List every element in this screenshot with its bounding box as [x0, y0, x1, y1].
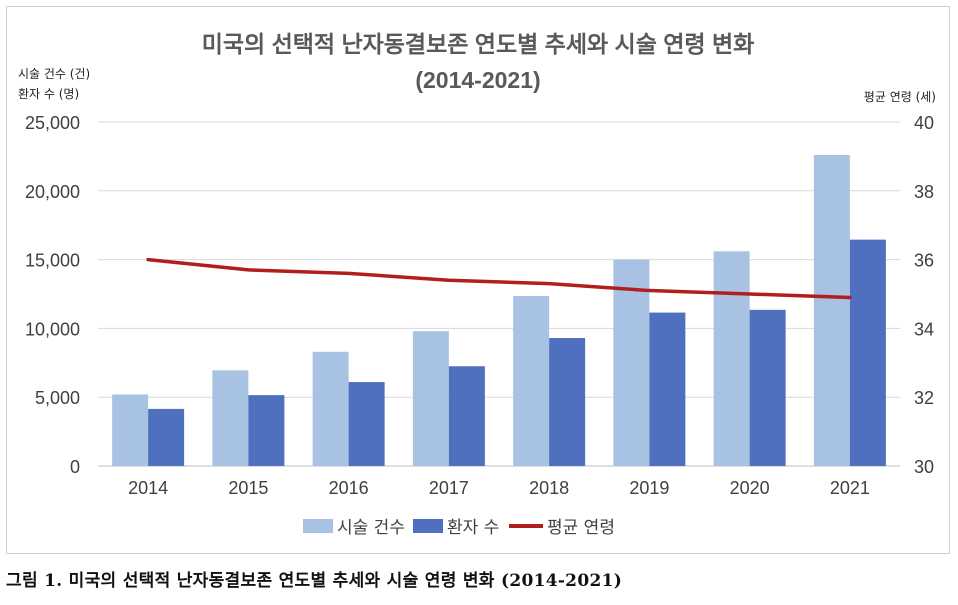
bar-patients	[448, 366, 485, 466]
x-tick-label: 2017	[429, 478, 469, 498]
bar-patients	[849, 239, 886, 466]
y-axis-left-label-line2: 환자 수 (명)	[18, 87, 79, 101]
chart: 미국의 선택적 난자동결보존 연도별 추세와 시술 연령 변화 (2014-20…	[18, 31, 936, 538]
average-age-line	[146, 257, 852, 300]
x-tick-label: 2019	[629, 478, 669, 498]
average-age-line-series	[146, 257, 852, 300]
y-axis-left-label-line1: 시술 건수 (건)	[18, 67, 90, 81]
y-left-tick-label: 5,000	[35, 388, 80, 408]
y-right-tick-label: 38	[914, 182, 934, 202]
bar-patients	[248, 395, 285, 466]
bar-patients	[549, 338, 586, 466]
bar-procedures	[513, 296, 550, 466]
legend-label: 시술 건수	[337, 518, 405, 538]
y-right-tick-label: 34	[914, 319, 934, 339]
y-left-tick-label: 20,000	[25, 182, 80, 202]
chart-title-line1: 미국의 선택적 난자동결보존 연도별 추세와 시술 연령 변화	[202, 31, 755, 57]
x-tick-label: 2018	[529, 478, 569, 498]
bar-patients	[749, 309, 786, 466]
bar-procedures	[412, 331, 449, 466]
x-tick-label: 2015	[228, 478, 268, 498]
y-axis-right-label: 평균 연령 (세)	[864, 90, 936, 104]
y-left-tick-label: 25,000	[25, 113, 80, 133]
legend: 시술 건수 환자 수 평균 연령	[303, 518, 615, 538]
x-tick-label: 2014	[128, 478, 168, 498]
bar-procedures	[312, 351, 349, 466]
legend-swatch	[303, 519, 333, 533]
y-left-tick-label: 0	[70, 457, 80, 477]
x-tick-label: 2021	[830, 478, 870, 498]
bars	[112, 155, 886, 467]
figure-caption: 그림 1. 미국의 선택적 난자동결보존 연도별 추세와 시술 연령 변화 (2…	[6, 571, 623, 591]
x-tick-label: 2016	[329, 478, 369, 498]
y-axis-right-ticks: 30 32 34 36 38 40	[914, 113, 934, 477]
x-axis-tick-labels: 2014 2015 2016 2017 2018 2019 2020 2021	[128, 478, 870, 498]
y-right-tick-label: 36	[914, 251, 934, 271]
bar-patients	[649, 312, 686, 466]
bar-procedures	[212, 370, 249, 466]
legend-swatch	[413, 519, 443, 533]
y-left-tick-label: 15,000	[25, 251, 80, 271]
bar-procedures	[112, 394, 149, 466]
y-axis-left-ticks: 0 5,000 10,000 15,000 20,000 25,000	[25, 113, 80, 477]
y-right-tick-label: 30	[914, 457, 934, 477]
legend-label: 평균 연령	[547, 518, 615, 538]
y-right-tick-label: 32	[914, 388, 934, 408]
bar-patients	[148, 408, 185, 466]
chart-title-line2: (2014-2021)	[415, 67, 540, 93]
bar-procedures	[813, 155, 850, 467]
bar-patients	[348, 382, 385, 466]
x-tick-label: 2020	[730, 478, 770, 498]
bar-procedures	[713, 251, 750, 466]
y-left-tick-label: 10,000	[25, 319, 80, 339]
bar-procedures	[613, 259, 650, 466]
y-right-tick-label: 40	[914, 113, 934, 133]
legend-label: 환자 수	[447, 518, 499, 538]
